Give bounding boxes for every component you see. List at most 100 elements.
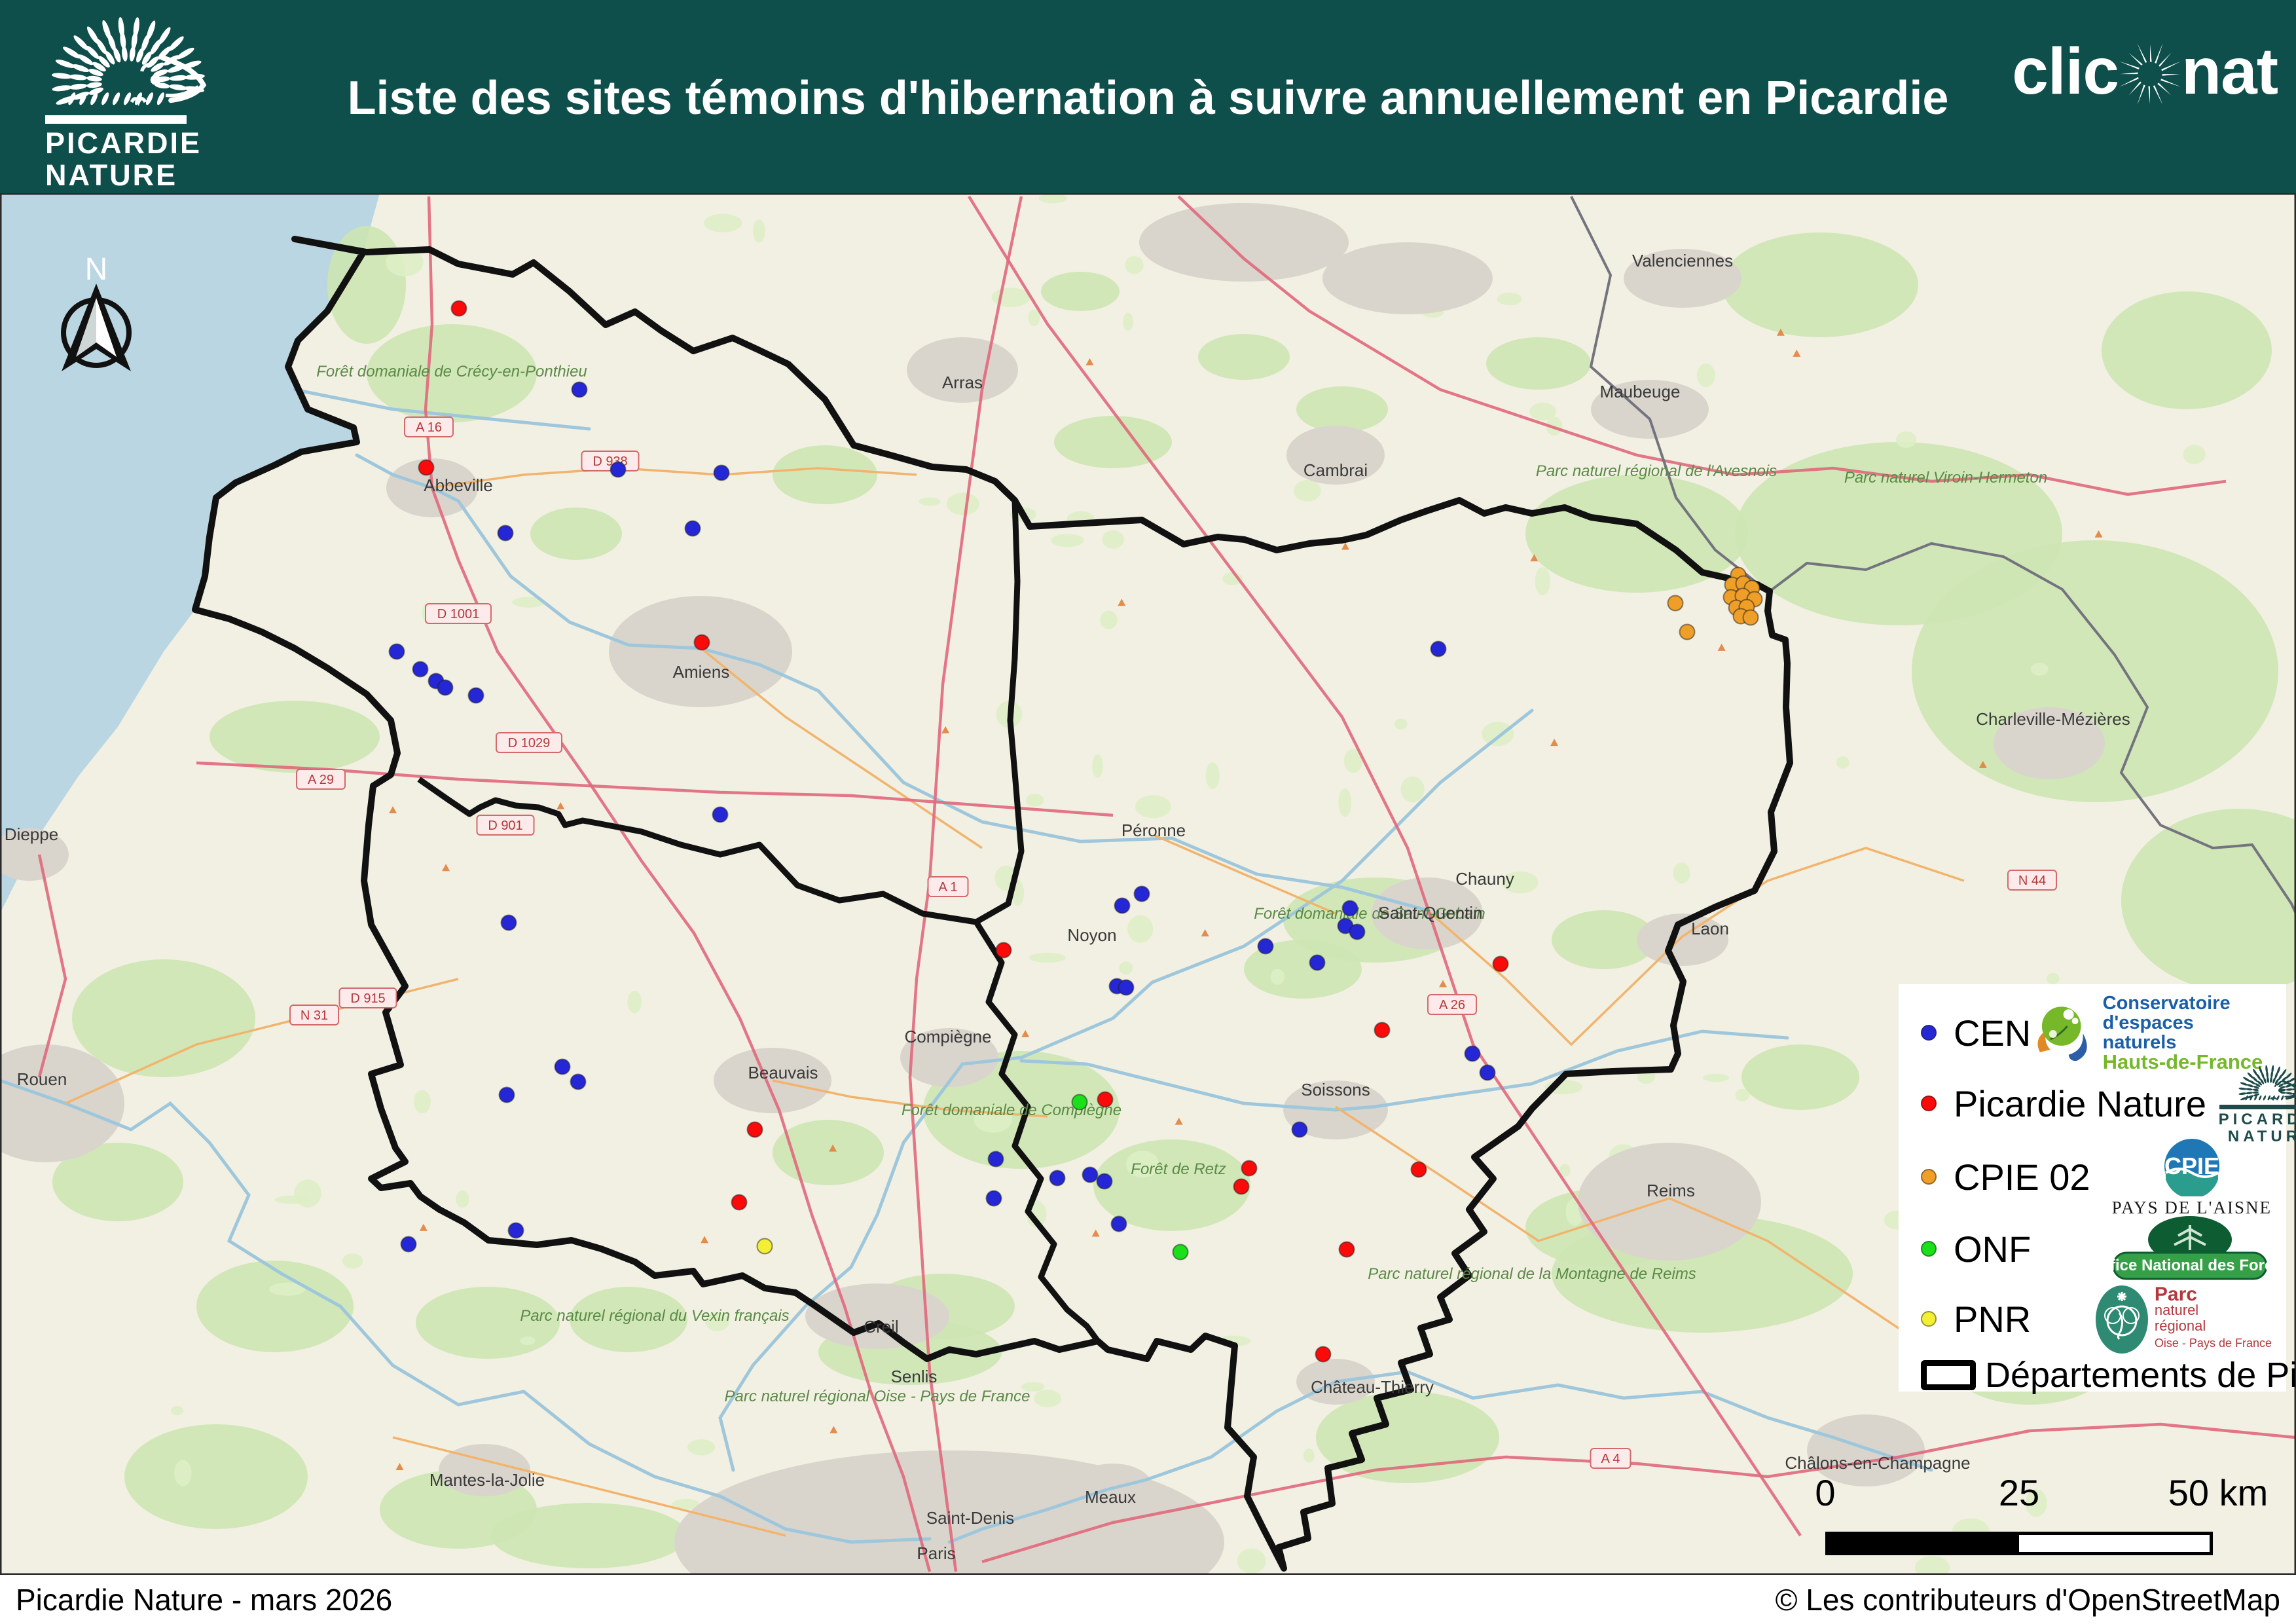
- site-dot-picardie-nature[interactable]: [1315, 1346, 1332, 1363]
- site-dot-cpie02[interactable]: [1679, 623, 1696, 640]
- site-dot-cen[interactable]: [467, 687, 484, 704]
- site-dot-cen[interactable]: [1309, 954, 1326, 971]
- forest-speck: [1127, 915, 1154, 943]
- site-dot-cen[interactable]: [554, 1058, 571, 1075]
- road-primary: [968, 195, 1802, 1537]
- logo-wordmark: PICARDIE NATURE: [45, 127, 202, 191]
- site-dot-cpie02[interactable]: [1667, 595, 1684, 612]
- forest-area: [1316, 1392, 1499, 1483]
- site-dot-picardie-nature[interactable]: [1233, 1178, 1250, 1195]
- site-dot-picardie-nature[interactable]: [693, 634, 710, 651]
- forest-speck: [1102, 530, 1125, 549]
- legend-label-onf: ONF: [1954, 1228, 2032, 1270]
- site-dot-picardie-nature[interactable]: [418, 459, 435, 476]
- forest-speck: [1123, 312, 1134, 331]
- picardie-outer-border: [192, 236, 1793, 1572]
- site-dot-cen[interactable]: [1118, 979, 1135, 996]
- map-canvas[interactable]: A 16 A 29 A 1 A 26 N 31 D 915 D 1029 D 901 N 44 D…: [0, 193, 2296, 1575]
- road-shield: [1590, 1448, 1631, 1469]
- forest-area: [1722, 232, 1918, 337]
- poi-triangle-icon: [701, 1236, 709, 1244]
- site-dot-onf[interactable]: [1172, 1244, 1189, 1261]
- site-dot-cen[interactable]: [498, 1086, 515, 1103]
- site-dot-cen[interactable]: [1341, 900, 1358, 917]
- site-dot-pnr[interactable]: [756, 1238, 773, 1255]
- site-dot-cen[interactable]: [1049, 1170, 1066, 1187]
- forest-speck: [672, 1498, 700, 1510]
- urban-area: [1994, 707, 2105, 779]
- poi-triangle-icon: [1776, 328, 1785, 336]
- site-dot-cen[interactable]: [388, 643, 405, 660]
- site-dot-picardie-nature[interactable]: [1241, 1160, 1258, 1177]
- poi-triangle-icon: [1201, 929, 1209, 937]
- forest-area: [530, 507, 622, 560]
- site-dot-cen[interactable]: [713, 464, 730, 481]
- road-shield-label: A 26: [1439, 998, 1465, 1012]
- site-dot-cen[interactable]: [1133, 885, 1150, 902]
- somme-oise-border: [417, 500, 1025, 925]
- forest-area: [491, 1503, 687, 1568]
- forest-speck: [413, 1090, 431, 1114]
- legend-item-cen[interactable]: CEN Conservatoire d'espaces naturels: [1921, 993, 2277, 1072]
- site-dot-cen[interactable]: [1349, 923, 1366, 940]
- site-dot-cen[interactable]: [1430, 640, 1447, 657]
- sea: [0, 193, 380, 913]
- site-dot-picardie-nature[interactable]: [746, 1121, 763, 1138]
- site-dot-cpie02[interactable]: [1742, 609, 1759, 626]
- site-dot-cen[interactable]: [412, 661, 429, 678]
- site-dot-cen[interactable]: [1464, 1045, 1481, 1062]
- site-dot-cen[interactable]: [571, 381, 588, 398]
- site-dot-picardie-nature[interactable]: [1410, 1161, 1427, 1178]
- site-dot-cen[interactable]: [507, 1222, 524, 1239]
- pnr-logo: Parc naturel régional Oise - Pays de Fra…: [2093, 1283, 2272, 1355]
- site-dot-picardie-nature[interactable]: [1374, 1022, 1391, 1039]
- onf-logo: Office National des Forêts: [2108, 1215, 2272, 1283]
- site-dot-cen[interactable]: [1082, 1166, 1099, 1183]
- site-dot-cen[interactable]: [437, 679, 454, 696]
- site-dot-cen[interactable]: [400, 1236, 417, 1253]
- site-dot-cen[interactable]: [570, 1073, 587, 1090]
- legend-item-departements[interactable]: Départements de Picardie: [1921, 1355, 2296, 1395]
- site-dot-picardie-nature[interactable]: [731, 1194, 748, 1211]
- site-dot-cen[interactable]: [684, 520, 701, 537]
- site-dot-picardie-nature[interactable]: [1097, 1091, 1114, 1108]
- site-dot-picardie-nature[interactable]: [1338, 1241, 1355, 1258]
- legend-item-picardie-nature[interactable]: Picardie Nature PICARDIE NATURE: [1921, 1065, 2296, 1145]
- cpie-globe-icon: CPIE: [2164, 1138, 2219, 1196]
- site-dot-cen[interactable]: [1114, 897, 1131, 914]
- site-dot-cen[interactable]: [610, 461, 627, 478]
- forest-speck: [2025, 1489, 2047, 1517]
- forest-speck: [1735, 1088, 1750, 1102]
- forest-speck: [704, 213, 742, 232]
- site-dot-cen[interactable]: [987, 1151, 1004, 1168]
- site-dot-cen[interactable]: [712, 806, 729, 823]
- site-dot-cen[interactable]: [1257, 938, 1274, 955]
- site-dot-onf[interactable]: [1071, 1094, 1088, 1111]
- area-label: Forêt domaniale de Compiègne: [902, 1101, 1121, 1119]
- cpie-acronym: CPIE: [2164, 1153, 2219, 1179]
- site-dot-cen[interactable]: [1110, 1215, 1127, 1232]
- forest-speck: [1119, 961, 1133, 975]
- site-dot-picardie-nature[interactable]: [995, 942, 1012, 959]
- legend-item-pnr[interactable]: PNR Parc naturel régional Oise -: [1921, 1283, 2277, 1355]
- urban-area: [907, 337, 1018, 403]
- road-secondary: [1426, 909, 1684, 1046]
- site-dot-cen[interactable]: [1291, 1121, 1308, 1138]
- footer-credit-author: Picardie Nature - mars 2026: [16, 1582, 393, 1617]
- forest-speck: [919, 497, 941, 506]
- site-dot-picardie-nature[interactable]: [450, 300, 467, 317]
- header: PICARDIE NATURE Liste des sites témoins …: [0, 0, 2296, 193]
- area-label: Forêt domaniale de Crécy-en-Ponthieu: [316, 363, 587, 380]
- site-dot-cen[interactable]: [500, 914, 517, 931]
- site-dot-cen[interactable]: [1096, 1173, 1113, 1190]
- site-dot-picardie-nature[interactable]: [1492, 955, 1509, 972]
- site-dot-cen[interactable]: [497, 525, 514, 542]
- poi-triangle-icon: [829, 1426, 838, 1433]
- legend-item-onf[interactable]: ONF Office National des Forêts: [1921, 1215, 2277, 1283]
- legend-item-cpie02[interactable]: CPIE 02 CPIE PAYS DE L'AISNE: [1921, 1138, 2277, 1217]
- city-label: Meaux: [1085, 1487, 1136, 1507]
- site-dot-cen[interactable]: [1479, 1064, 1496, 1081]
- city-label: Abbeville: [424, 475, 493, 495]
- site-dot-cen[interactable]: [985, 1190, 1002, 1207]
